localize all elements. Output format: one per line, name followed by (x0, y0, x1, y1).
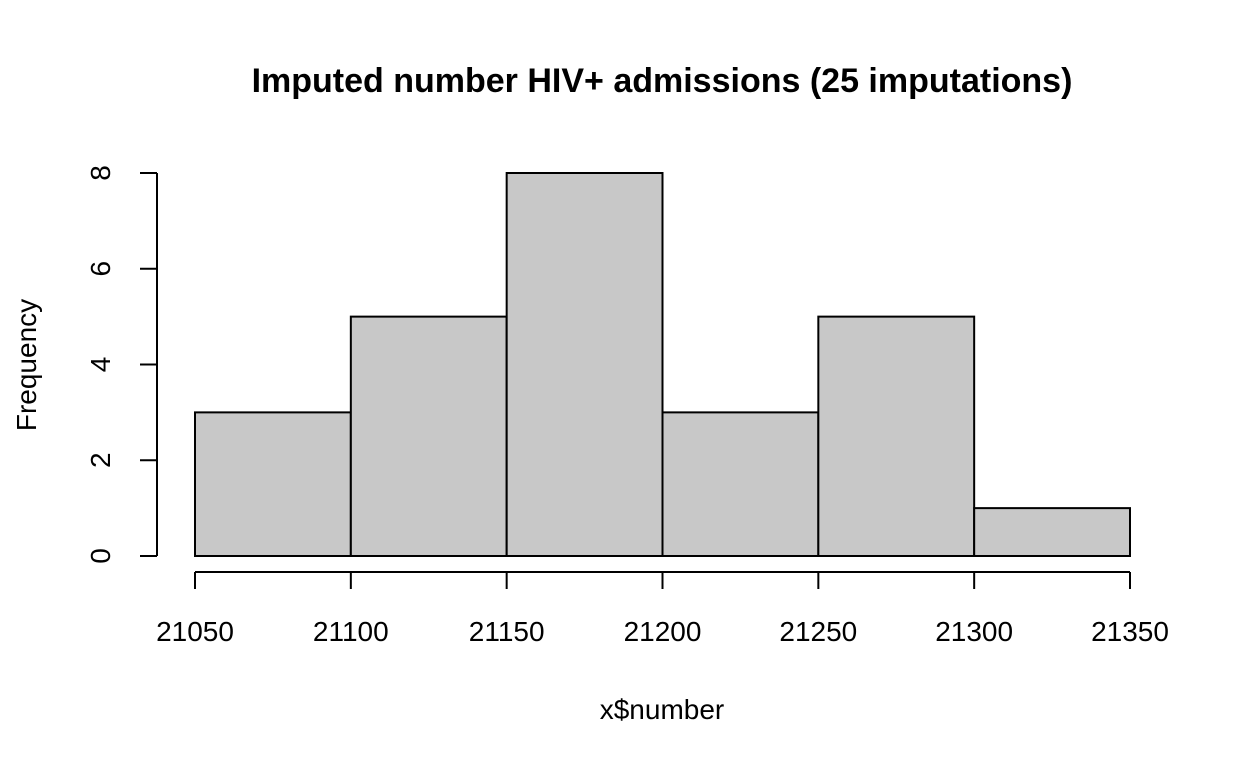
y-tick-label: 0 (85, 548, 116, 564)
x-tick-label: 21200 (624, 616, 702, 647)
histogram-bar (194, 411, 352, 557)
histogram-bar (817, 315, 976, 557)
y-axis: 0 2 4 6 8 (85, 165, 158, 564)
x-tick-label: 21350 (1091, 616, 1169, 647)
chart-title: Imputed number HIV+ admissions (25 imput… (252, 62, 1073, 100)
histogram-bar (349, 315, 508, 557)
y-tick-label: 2 (85, 452, 116, 468)
y-tick-label: 8 (85, 165, 116, 181)
x-tick-label: 21050 (156, 616, 234, 647)
histogram-bar (973, 507, 1132, 557)
x-tick-label: 21250 (779, 616, 857, 647)
x-axis-label: x$number (600, 694, 725, 725)
bars-group (194, 172, 1132, 557)
x-tick-label: 21100 (313, 616, 389, 647)
y-tick-label: 6 (85, 261, 116, 277)
histogram-bar (661, 411, 820, 557)
x-tick-label: 21150 (469, 616, 545, 647)
x-tick-label: 21300 (935, 616, 1013, 647)
y-axis-label: Frequency (11, 299, 42, 431)
x-axis: 21050 21100 21150 21200 21250 21300 21350 (156, 571, 1169, 647)
histogram-bar (505, 172, 664, 557)
y-tick-label: 4 (85, 357, 116, 373)
